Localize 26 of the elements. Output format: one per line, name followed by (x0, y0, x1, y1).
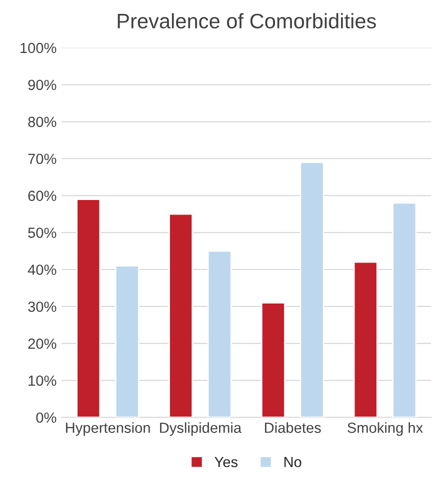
x-tick-label: Dyslipidemia (160, 422, 242, 436)
bar (260, 302, 286, 418)
bar (207, 250, 232, 418)
bar (300, 162, 324, 418)
x-tick-label: Hypertension (66, 422, 150, 436)
y-tick-label: 30% (28, 302, 56, 312)
y-tick-label: 60% (28, 190, 56, 201)
legend-label: No (284, 456, 302, 468)
bar (114, 265, 140, 418)
y-tick-label: 10% (28, 376, 56, 386)
y-tick-label: 20% (28, 338, 56, 349)
bar (76, 198, 101, 418)
x-tick-label: Diabetes (265, 422, 321, 433)
bar (392, 202, 417, 418)
y-tick-label: 100% (20, 42, 56, 54)
y-tick-label: 0% (36, 412, 56, 423)
x-tick-label: Smoking hx (348, 422, 423, 436)
y-tick-label: 50% (28, 228, 56, 238)
y-tick-label: 80% (28, 116, 56, 128)
y-tick-label: 90% (28, 80, 56, 90)
chart-title: Prevalence of Comorbidities (118, 13, 376, 28)
bar (353, 261, 378, 418)
y-tick-label: 40% (28, 264, 56, 275)
y-tick-label: 70% (28, 154, 56, 164)
bar (168, 213, 194, 418)
legend-label: Yes (214, 456, 238, 468)
